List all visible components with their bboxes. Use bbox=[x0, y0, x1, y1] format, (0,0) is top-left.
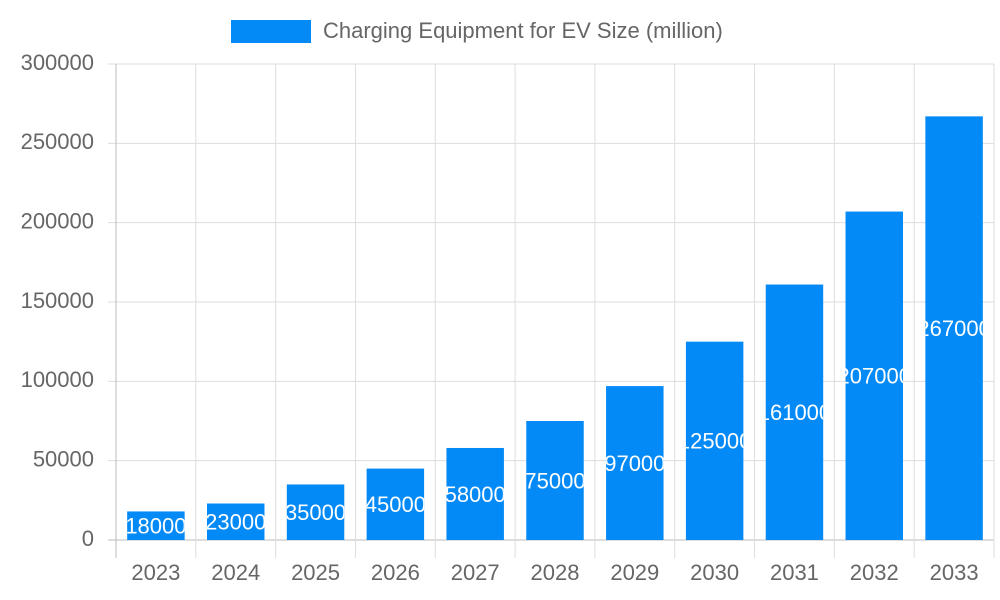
bar bbox=[925, 116, 983, 541]
data-label: 23000 bbox=[205, 510, 266, 535]
data-label: 45000 bbox=[365, 492, 426, 517]
x-tick-label: 2032 bbox=[850, 560, 899, 585]
y-tick-label: 250000 bbox=[21, 129, 94, 154]
x-tick-label: 2028 bbox=[531, 560, 580, 585]
y-tick-label: 100000 bbox=[21, 367, 94, 392]
bar bbox=[366, 468, 425, 540]
legend-label[interactable]: Charging Equipment for EV Size (million) bbox=[323, 18, 723, 43]
bar bbox=[127, 511, 185, 540]
data-label: 18000 bbox=[125, 514, 186, 539]
y-tick-label: 300000 bbox=[21, 50, 94, 75]
x-tick-label: 2025 bbox=[291, 560, 340, 585]
x-tick-label: 2027 bbox=[451, 560, 500, 585]
data-label: 97000 bbox=[604, 451, 665, 476]
data-label: 125000 bbox=[678, 429, 751, 454]
y-tick-label: 150000 bbox=[21, 288, 94, 313]
x-tick-label: 2029 bbox=[610, 560, 659, 585]
x-tick-label: 2023 bbox=[131, 560, 180, 585]
data-label: 75000 bbox=[524, 468, 585, 493]
x-tick-label: 2026 bbox=[371, 560, 420, 585]
bar bbox=[446, 447, 504, 540]
bar bbox=[845, 211, 904, 540]
data-label: 58000 bbox=[445, 482, 506, 507]
data-label: 161000 bbox=[758, 400, 831, 425]
data-label: 267000 bbox=[917, 316, 990, 341]
legend-swatch[interactable] bbox=[231, 20, 311, 43]
bar bbox=[526, 421, 584, 540]
y-tick-label: 0 bbox=[82, 526, 94, 551]
y-tick-label: 200000 bbox=[21, 208, 94, 233]
x-tick-label: 2030 bbox=[690, 560, 739, 585]
bar bbox=[765, 284, 824, 540]
data-label: 35000 bbox=[285, 500, 346, 525]
bar bbox=[685, 341, 744, 540]
bar bbox=[286, 484, 345, 540]
x-tick-label: 2031 bbox=[770, 560, 819, 585]
y-tick-label: 50000 bbox=[33, 446, 94, 471]
bar bbox=[206, 503, 265, 540]
x-tick-label: 2024 bbox=[211, 560, 260, 585]
bar bbox=[606, 386, 664, 540]
data-label: 207000 bbox=[838, 364, 911, 389]
x-tick-label: 2033 bbox=[930, 560, 979, 585]
